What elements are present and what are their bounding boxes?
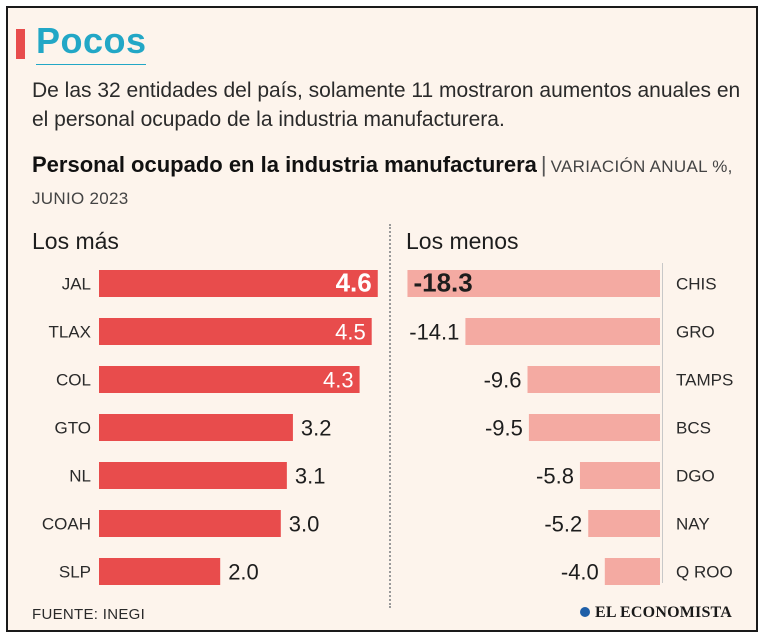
logo-mark-icon [580,607,590,617]
dek-text: De las 32 entidades del país, solamente … [32,79,741,131]
bar-top-1 [99,318,372,345]
panel-label-top: Los más [32,228,119,254]
category-label-top-3: GTO [54,419,91,438]
bar-top-2 [99,366,360,393]
bar-top-6 [99,558,221,585]
category-label-bottom-3: BCS [676,419,711,438]
category-label-bottom-4: DGO [676,467,715,486]
data-label-bottom-6: -4.0 [561,560,599,585]
bar-bottom-3 [528,414,660,441]
kicker-title: Pocos [36,20,147,61]
chart-title-separator: | [540,152,547,177]
data-label-top-4: 3.1 [295,464,326,489]
bar-bottom-0 [407,270,660,297]
data-label-top-2: 4.3 [323,368,354,393]
data-label-bottom-1: -14.1 [409,320,459,345]
category-label-bottom-2: TAMPS [676,371,733,390]
infographic-frame: Pocos De las 32 entidades del país, sola… [6,6,758,632]
bar-top-0 [99,270,378,297]
bar-bottom-4 [579,462,660,489]
data-label-top-3: 3.2 [301,416,332,441]
data-label-top-1: 4.5 [335,320,366,345]
logo-text: EL ECONOMISTA [595,604,732,621]
bar-top-4 [99,462,287,489]
accent-bar [16,29,25,59]
category-label-bottom-5: NAY [676,515,710,534]
category-label-top-0: JAL [62,275,91,294]
bar-bottom-5 [588,510,660,537]
bar-top-5 [99,510,281,537]
data-label-bottom-0: -18.3 [413,268,472,298]
category-label-top-5: COAH [42,515,91,534]
category-label-bottom-1: GRO [676,323,715,342]
category-label-top-2: COL [56,371,91,390]
category-label-top-6: SLP [59,563,91,582]
data-label-top-5: 3.0 [289,512,320,537]
kicker-underline [36,64,146,65]
panel-label-bottom: Los menos [406,228,519,254]
category-label-top-1: TLAX [48,323,91,342]
zero-axis-line [662,263,663,583]
data-label-bottom-2: -9.6 [484,368,522,393]
panel-divider [389,224,391,608]
bar-top-3 [99,414,293,441]
chart-title-main: Personal ocupado en la industria manufac… [32,152,537,177]
category-label-top-4: NL [69,467,91,486]
data-label-bottom-4: -5.8 [536,464,574,489]
data-label-bottom-3: -9.5 [485,416,523,441]
publisher-logo: EL ECONOMISTA [580,604,732,622]
data-label-bottom-5: -5.2 [544,512,582,537]
category-label-bottom-6: Q ROO [676,563,733,582]
chart-title: Personal ocupado en la industria manufac… [32,150,744,214]
data-label-top-0: 4.6 [336,268,372,298]
bar-bottom-1 [465,318,660,345]
data-label-top-6: 2.0 [228,560,259,585]
chart-title-subtitle: VARIACIÓN ANUAL %, JUNIO 2023 [32,157,733,208]
bar-bottom-6 [604,558,660,585]
bar-charts: JAL 4.6 TLAX 4.5 COL 4.3 GTO 3.2 NL 3.1 COAH 3.0 SLP… [42,268,733,585]
bar-bottom-2 [527,366,660,393]
category-label-bottom-0: CHIS [676,275,717,294]
source-note: FUENTE: INEGI [32,606,146,623]
